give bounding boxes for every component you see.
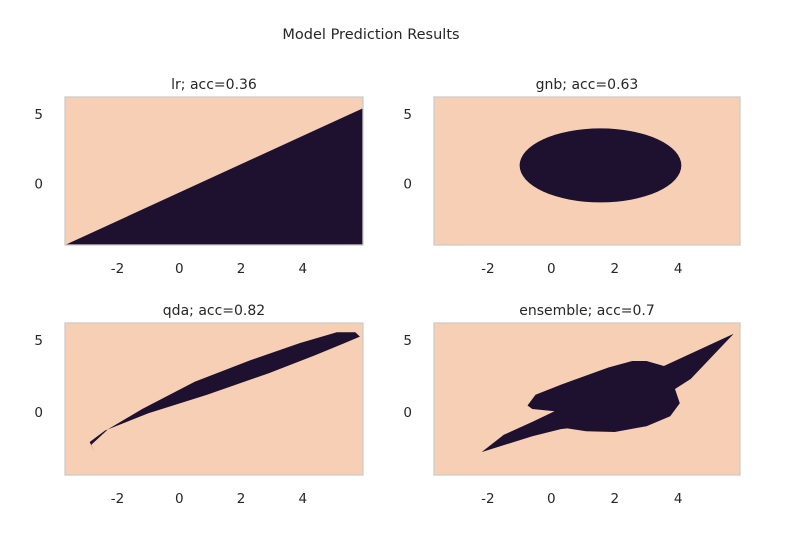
subplot-lr: lr; acc=0.36 -2 0 2 4 5 0 — [34, 77, 364, 277]
decision-region-ensemble — [481, 333, 734, 453]
axes-frame — [433, 322, 741, 476]
x-tick-label: -2 — [481, 261, 494, 277]
y-tick-label: 0 — [34, 177, 43, 193]
axes-frame — [64, 322, 364, 476]
y-tick-label: 5 — [403, 333, 412, 349]
x-tick-label: 2 — [237, 261, 246, 277]
subplot-qda: qda; acc=0.82 -2 0 2 4 5 0 — [34, 303, 364, 507]
x-tick-label: 4 — [674, 491, 683, 507]
x-tick-label: 0 — [175, 491, 184, 507]
subplot-title-ensemble: ensemble; acc=0.7 — [519, 303, 655, 319]
axes-frame — [64, 96, 364, 246]
x-tick-label: 2 — [610, 261, 619, 277]
y-tick-label: 5 — [403, 107, 412, 123]
y-tick-label: 5 — [34, 333, 43, 349]
x-tick-label: 4 — [298, 491, 307, 507]
x-tick-label: 0 — [547, 491, 556, 507]
x-tick-label: 0 — [175, 261, 184, 277]
subplot-title-gnb: gnb; acc=0.63 — [536, 77, 639, 93]
x-tick-label: -2 — [111, 261, 124, 277]
x-tick-label: -2 — [111, 491, 124, 507]
decision-region-qda — [89, 332, 360, 453]
x-tick-label: 2 — [237, 491, 246, 507]
y-tick-label: 5 — [34, 107, 43, 123]
subplot-title-qda: qda; acc=0.82 — [163, 303, 265, 319]
axes-frame — [433, 96, 741, 246]
x-tick-label: 2 — [610, 491, 619, 507]
decision-region-gnb — [519, 128, 682, 203]
x-tick-label: 4 — [298, 261, 307, 277]
subplot-ensemble: ensemble; acc=0.7 -2 0 2 4 5 0 — [403, 303, 741, 507]
x-tick-label: 0 — [547, 261, 556, 277]
figure-title: Model Prediction Results — [282, 27, 459, 43]
x-tick-label: -2 — [481, 491, 494, 507]
y-tick-label: 0 — [34, 405, 43, 421]
x-tick-label: 4 — [674, 261, 683, 277]
subplot-title-lr: lr; acc=0.36 — [171, 77, 257, 93]
y-tick-label: 0 — [403, 177, 412, 193]
decision-region-lr — [65, 108, 363, 245]
y-tick-label: 0 — [403, 405, 412, 421]
subplot-gnb: gnb; acc=0.63 -2 0 2 4 5 0 — [403, 77, 741, 277]
